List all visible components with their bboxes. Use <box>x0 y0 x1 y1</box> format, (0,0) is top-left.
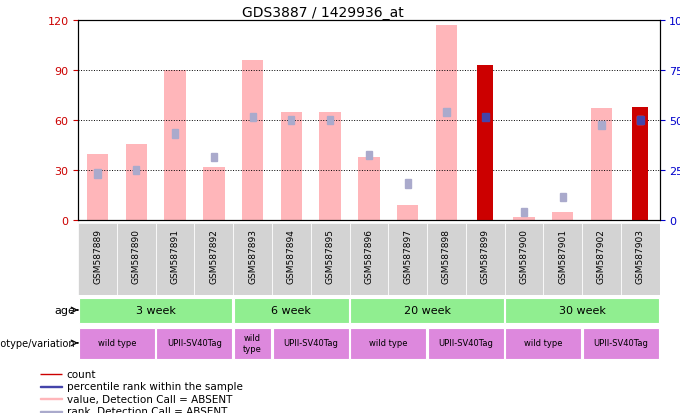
Bar <box>505 223 543 295</box>
Text: GSM587900: GSM587900 <box>520 229 528 284</box>
Bar <box>172 130 178 138</box>
Text: 6 week: 6 week <box>271 305 311 315</box>
Bar <box>350 328 426 360</box>
Bar <box>350 223 388 295</box>
Bar <box>288 116 294 125</box>
Text: UPII-SV40Tag: UPII-SV40Tag <box>284 339 338 348</box>
Text: age: age <box>54 305 75 315</box>
Bar <box>637 116 643 125</box>
Text: GSM587898: GSM587898 <box>442 229 451 284</box>
Text: 3 week: 3 week <box>136 305 175 315</box>
Text: GSM587890: GSM587890 <box>132 229 141 284</box>
Bar <box>397 206 418 221</box>
Bar <box>552 213 573 221</box>
Bar <box>443 108 449 116</box>
Bar <box>350 299 504 323</box>
Bar <box>203 168 224 221</box>
Text: wild type: wild type <box>369 339 407 348</box>
Bar <box>234 328 271 360</box>
Bar <box>273 328 349 360</box>
Bar <box>358 157 379 221</box>
Bar <box>477 66 493 221</box>
Bar <box>366 152 372 160</box>
Bar <box>165 71 186 221</box>
Text: genotype/variation: genotype/variation <box>0 338 75 348</box>
Bar <box>194 223 233 295</box>
Bar <box>40 374 62 375</box>
Bar <box>621 223 660 295</box>
Bar <box>95 170 101 178</box>
Text: GSM587889: GSM587889 <box>93 229 102 284</box>
Bar <box>543 223 582 295</box>
Bar <box>436 26 457 221</box>
Bar <box>126 144 147 221</box>
Bar <box>272 223 311 295</box>
Bar <box>583 328 659 360</box>
Text: GSM587893: GSM587893 <box>248 229 257 284</box>
Bar <box>133 167 139 175</box>
Bar <box>481 113 489 122</box>
Bar <box>388 223 427 295</box>
Bar <box>156 328 233 360</box>
Bar <box>250 113 256 122</box>
Text: GSM587897: GSM587897 <box>403 229 412 284</box>
Bar <box>582 223 621 295</box>
Bar <box>40 386 62 387</box>
Bar <box>79 299 233 323</box>
Text: GSM587902: GSM587902 <box>597 229 606 284</box>
Bar <box>632 107 648 221</box>
Text: UPII-SV40Tag: UPII-SV40Tag <box>167 339 222 348</box>
Text: wild type: wild type <box>98 339 136 348</box>
Bar <box>281 112 302 221</box>
Bar <box>234 299 349 323</box>
Bar <box>40 398 62 399</box>
Bar <box>521 209 527 217</box>
Text: 20 week: 20 week <box>403 305 451 315</box>
Bar <box>466 223 505 295</box>
Text: wild
type: wild type <box>243 333 262 353</box>
Text: GSM587894: GSM587894 <box>287 229 296 284</box>
Bar <box>242 61 263 221</box>
Text: value, Detection Call = ABSENT: value, Detection Call = ABSENT <box>67 394 232 404</box>
Text: UPII-SV40Tag: UPII-SV40Tag <box>439 339 493 348</box>
Text: rank, Detection Call = ABSENT: rank, Detection Call = ABSENT <box>67 406 227 413</box>
Bar <box>598 122 605 130</box>
Text: GSM587891: GSM587891 <box>171 229 180 284</box>
Text: GSM587899: GSM587899 <box>481 229 490 284</box>
Bar <box>505 328 581 360</box>
Bar <box>311 223 350 295</box>
Bar <box>78 223 117 295</box>
Text: UPII-SV40Tag: UPII-SV40Tag <box>594 339 648 348</box>
Bar <box>636 116 644 125</box>
Text: count: count <box>67 369 96 379</box>
Bar <box>327 116 333 125</box>
Text: GSM587895: GSM587895 <box>326 229 335 284</box>
Bar <box>233 223 272 295</box>
Bar <box>427 223 466 295</box>
Bar <box>560 193 566 202</box>
Text: GSM587901: GSM587901 <box>558 229 567 284</box>
Bar <box>87 154 108 221</box>
Title: GDS3887 / 1429936_at: GDS3887 / 1429936_at <box>241 6 403 20</box>
Bar <box>405 180 411 188</box>
Bar <box>428 328 504 360</box>
Text: 30 week: 30 week <box>559 305 605 315</box>
Text: GSM587892: GSM587892 <box>209 229 218 284</box>
Bar <box>156 223 194 295</box>
Bar <box>211 153 217 162</box>
Bar <box>320 112 341 221</box>
Text: GSM587903: GSM587903 <box>636 229 645 284</box>
Bar <box>79 328 155 360</box>
Bar <box>513 218 534 221</box>
Bar <box>505 299 659 323</box>
Bar <box>591 109 612 221</box>
Text: GSM587896: GSM587896 <box>364 229 373 284</box>
Text: percentile rank within the sample: percentile rank within the sample <box>67 382 243 392</box>
Text: wild type: wild type <box>524 339 562 348</box>
Bar <box>117 223 156 295</box>
